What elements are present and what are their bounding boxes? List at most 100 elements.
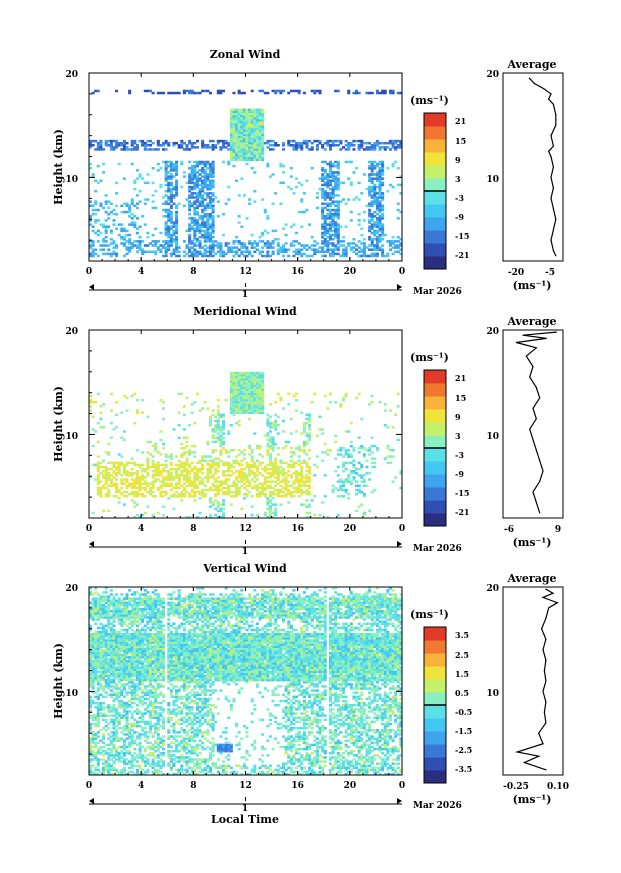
heatmap-cell <box>117 469 121 473</box>
heatmap-cell <box>159 231 163 235</box>
heatmap-cell <box>206 223 210 226</box>
heatmap-cell <box>342 465 346 469</box>
heatmap-cell <box>180 484 184 488</box>
heatmap-cell <box>164 221 168 224</box>
heatmap-cell <box>109 695 113 699</box>
heatmap-cell <box>117 472 121 475</box>
heatmap-cell <box>240 242 244 245</box>
heatmap-cell <box>368 173 372 176</box>
heatmap-cell <box>258 139 262 143</box>
heatmap-cell <box>342 488 346 492</box>
heatmap-cell <box>128 474 132 477</box>
heatmap-cell <box>237 403 241 406</box>
heatmap-cell <box>250 457 254 460</box>
heatmap-cell <box>308 415 312 419</box>
heatmap-cell <box>141 463 145 467</box>
heatmap-cell <box>89 240 93 243</box>
heatmap-cell <box>91 173 95 176</box>
heatmap-cell <box>274 401 278 404</box>
heatmap-cell <box>248 156 252 160</box>
heatmap-cell <box>109 482 113 485</box>
heatmap-cell <box>193 221 197 224</box>
heatmap-cell <box>151 495 155 498</box>
heatmap-cell <box>271 463 275 467</box>
heatmap-cell <box>323 229 327 233</box>
heatmap-cell <box>128 484 132 488</box>
heatmap-cell <box>216 490 220 494</box>
heatmap-cell <box>300 183 304 187</box>
heatmap-cell <box>240 390 244 394</box>
heatmap-cell <box>229 114 233 118</box>
heatmap-cell <box>125 233 129 237</box>
heatmap-cell <box>373 192 377 195</box>
heatmap-cell <box>321 231 325 235</box>
heatmap-cell <box>190 192 194 195</box>
heatmap-cell <box>206 167 210 170</box>
heatmap-cell <box>164 169 168 172</box>
heatmap-cell <box>240 91 244 95</box>
heatmap-cell <box>162 476 166 479</box>
heatmap-cell <box>117 461 121 465</box>
heatmap-cell <box>107 639 111 642</box>
heatmap-cell <box>308 478 312 481</box>
colorbar-tick: 15 <box>455 136 466 146</box>
heatmap-cell <box>391 242 395 245</box>
heatmap-cell <box>91 764 95 768</box>
heatmap-cell <box>190 219 194 222</box>
heatmap-cell <box>373 183 377 187</box>
heatmap-cell <box>381 177 385 180</box>
heatmap-cell <box>164 148 168 151</box>
heatmap-cell <box>300 492 304 496</box>
heatmap-cell <box>229 463 233 467</box>
heatmap-cell <box>148 89 152 93</box>
heatmap-cell <box>177 474 181 477</box>
heatmap-cell <box>328 242 332 245</box>
x-tick-label: 4 <box>138 524 144 534</box>
heatmap-cell <box>211 242 215 245</box>
heatmap-cell <box>219 449 223 452</box>
heatmap-cell <box>242 133 246 137</box>
heatmap-cell <box>109 202 113 205</box>
heatmap-cell <box>381 204 385 208</box>
heatmap-cell <box>193 219 197 222</box>
heatmap-cell <box>297 488 301 492</box>
heatmap-cell <box>266 139 270 143</box>
heatmap-cell <box>104 681 108 684</box>
heatmap-cell <box>94 208 98 212</box>
heatmap-cell <box>201 463 205 467</box>
heatmap-cell <box>321 160 325 164</box>
profile-frame <box>502 72 564 262</box>
heatmap-cell <box>201 407 205 410</box>
heatmap-cell <box>193 91 197 95</box>
heatmap-cell <box>276 469 280 473</box>
heatmap-cell <box>208 164 212 168</box>
heatmap-cell <box>229 469 233 473</box>
heatmap-cell <box>128 250 132 254</box>
heatmap-cell <box>396 208 400 212</box>
heatmap-cell <box>102 609 106 613</box>
heatmap-cell <box>222 160 226 164</box>
heatmap-cell <box>182 413 186 417</box>
heatmap-cell <box>96 616 100 619</box>
heatmap-cell <box>146 173 150 176</box>
heatmap-cell <box>141 240 145 243</box>
heatmap-cell <box>195 200 199 203</box>
heatmap-cell <box>130 223 134 226</box>
heatmap-cell <box>368 204 372 208</box>
heatmap-cell <box>133 495 137 498</box>
heatmap-cell <box>255 411 259 414</box>
heatmap-cell <box>229 398 233 402</box>
heatmap-cell <box>89 655 93 659</box>
heatmap-cell <box>245 382 249 385</box>
heatmap-cell <box>195 139 199 143</box>
heatmap-cell <box>240 407 244 410</box>
heatmap-cell <box>201 146 205 149</box>
heatmap-cell <box>250 129 254 132</box>
heatmap-cell <box>261 240 265 243</box>
heatmap-cell <box>109 639 113 642</box>
heatmap-cell <box>336 194 340 197</box>
heatmap-cell <box>89 200 93 203</box>
heatmap-cell <box>268 501 272 504</box>
heatmap-cell <box>248 114 252 118</box>
heatmap-cell <box>211 162 215 166</box>
